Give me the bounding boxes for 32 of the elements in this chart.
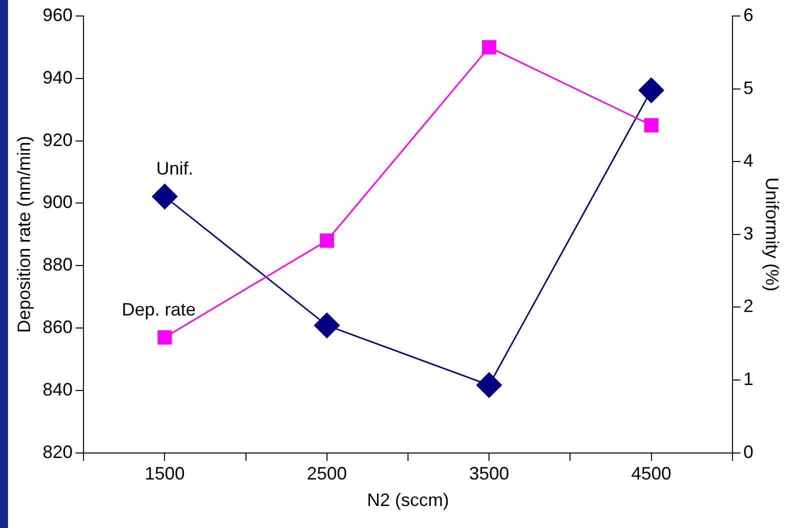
point xyxy=(482,40,496,54)
x-tick-label: 4500 xyxy=(631,464,672,484)
y2-tick-label: 2 xyxy=(743,296,754,316)
point xyxy=(158,330,172,344)
series-label: Dep. rate xyxy=(122,299,196,320)
y2-tick-label: 6 xyxy=(743,4,754,25)
y-tick-label: 880 xyxy=(42,254,73,275)
y-axis-title: Deposition rate (nm/min) xyxy=(14,136,34,333)
y-tick-label: 960 xyxy=(42,4,73,25)
y2-axis-title: Uniformity (%) xyxy=(762,177,782,292)
x-tick-label: 3500 xyxy=(469,464,510,484)
y-tick-label: 840 xyxy=(42,379,73,400)
point xyxy=(638,78,664,104)
y-tick-label: 920 xyxy=(42,130,73,150)
x-axis-title: N2 (sccm) xyxy=(367,490,450,510)
y-tick-label: 940 xyxy=(42,67,73,88)
y2-tick-label: 5 xyxy=(743,78,754,98)
point xyxy=(152,184,178,210)
y2-tick-label: 4 xyxy=(743,150,754,171)
point xyxy=(320,234,334,248)
point xyxy=(644,118,658,132)
y-tick-label: 820 xyxy=(42,442,73,462)
y-tick-label: 860 xyxy=(42,316,73,337)
series-label: Unif. xyxy=(156,158,194,179)
y2-tick-label: 3 xyxy=(743,223,754,244)
x-tick-label: 2500 xyxy=(306,464,347,484)
y2-tick-label: 0 xyxy=(743,442,754,462)
y-tick-label: 900 xyxy=(42,192,73,212)
point xyxy=(314,312,340,338)
y2-tick-label: 1 xyxy=(743,368,754,389)
x-tick-label: 1500 xyxy=(144,464,185,484)
point xyxy=(476,372,502,398)
